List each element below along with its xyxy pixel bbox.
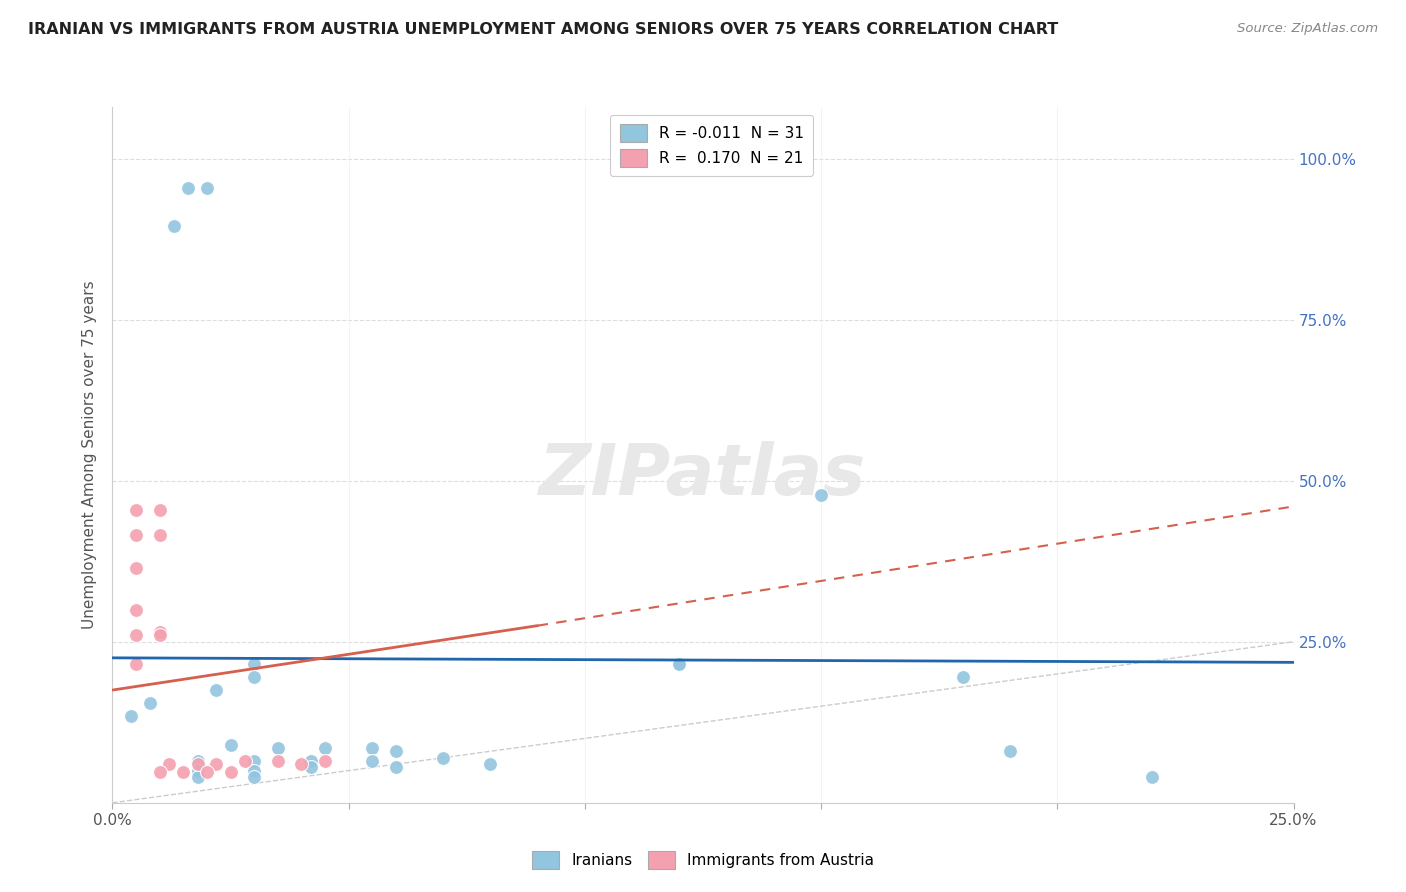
- Point: [267, 754, 290, 768]
- Point: [290, 757, 312, 772]
- Point: [314, 741, 336, 756]
- Y-axis label: Unemployment Among Seniors over 75 years: Unemployment Among Seniors over 75 years: [82, 281, 97, 629]
- Point: [139, 696, 162, 710]
- Point: [186, 770, 208, 784]
- Point: [149, 502, 172, 516]
- Point: [479, 757, 502, 772]
- Point: [668, 657, 690, 672]
- Point: [299, 760, 322, 774]
- Point: [243, 754, 266, 768]
- Point: [149, 528, 172, 542]
- Point: [299, 754, 322, 768]
- Point: [177, 180, 200, 194]
- Text: IRANIAN VS IMMIGRANTS FROM AUSTRIA UNEMPLOYMENT AMONG SENIORS OVER 75 YEARS CORR: IRANIAN VS IMMIGRANTS FROM AUSTRIA UNEMP…: [28, 22, 1059, 37]
- Point: [195, 180, 218, 194]
- Point: [149, 628, 172, 642]
- Text: Source: ZipAtlas.com: Source: ZipAtlas.com: [1237, 22, 1378, 36]
- Point: [385, 760, 408, 774]
- Point: [952, 670, 974, 684]
- Legend: Iranians, Immigrants from Austria: Iranians, Immigrants from Austria: [526, 845, 880, 875]
- Point: [432, 750, 454, 764]
- Point: [243, 764, 266, 778]
- Point: [1140, 770, 1163, 784]
- Point: [149, 625, 172, 640]
- Point: [385, 744, 408, 758]
- Point: [186, 764, 208, 778]
- Point: [186, 754, 208, 768]
- Legend: R = -0.011  N = 31, R =  0.170  N = 21: R = -0.011 N = 31, R = 0.170 N = 21: [610, 115, 814, 177]
- Point: [125, 657, 148, 672]
- Point: [195, 764, 218, 779]
- Point: [163, 219, 186, 234]
- Point: [243, 657, 266, 672]
- Point: [243, 770, 266, 784]
- Point: [205, 757, 228, 772]
- Point: [125, 628, 148, 642]
- Point: [267, 741, 290, 756]
- Point: [219, 738, 242, 752]
- Point: [998, 744, 1021, 758]
- Point: [120, 708, 142, 723]
- Point: [668, 657, 690, 672]
- Point: [149, 764, 172, 779]
- Point: [233, 754, 256, 768]
- Point: [219, 764, 242, 779]
- Point: [361, 754, 384, 768]
- Point: [172, 764, 194, 779]
- Point: [205, 683, 228, 698]
- Point: [125, 602, 148, 616]
- Point: [314, 754, 336, 768]
- Point: [157, 757, 180, 772]
- Point: [186, 757, 208, 772]
- Point: [810, 488, 832, 502]
- Text: ZIPatlas: ZIPatlas: [540, 442, 866, 510]
- Point: [125, 502, 148, 516]
- Point: [125, 560, 148, 574]
- Point: [125, 528, 148, 542]
- Point: [243, 670, 266, 684]
- Point: [361, 741, 384, 756]
